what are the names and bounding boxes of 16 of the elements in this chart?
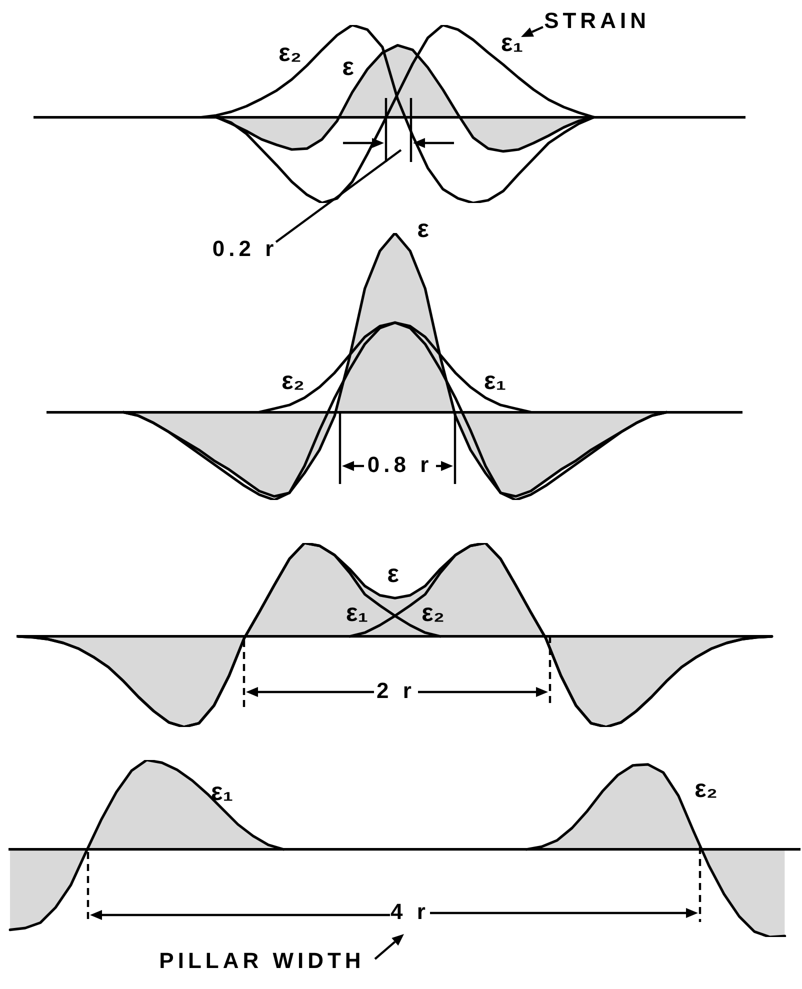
series-label: ε₁ [346, 598, 368, 627]
annotation: 0.8 r [367, 452, 433, 478]
annotation: STRAIN [544, 8, 650, 34]
text: PILLAR WIDTH [159, 948, 365, 974]
series-label: ε [342, 52, 354, 81]
series-label: ε [387, 560, 400, 588]
legend-label: ε₁ [500, 28, 524, 57]
series-label: ε₂ [278, 38, 302, 67]
series-label: ε₂ [282, 366, 304, 395]
annotation: 2 r [376, 678, 416, 704]
series-label: ε₁ [484, 366, 506, 395]
series-label: ε [417, 214, 430, 243]
series-label: ε₂ [694, 774, 718, 803]
annotation: 0.2 r [212, 236, 278, 262]
series-label: ε₂ [422, 598, 444, 627]
series-label: ε₁ [210, 778, 234, 806]
